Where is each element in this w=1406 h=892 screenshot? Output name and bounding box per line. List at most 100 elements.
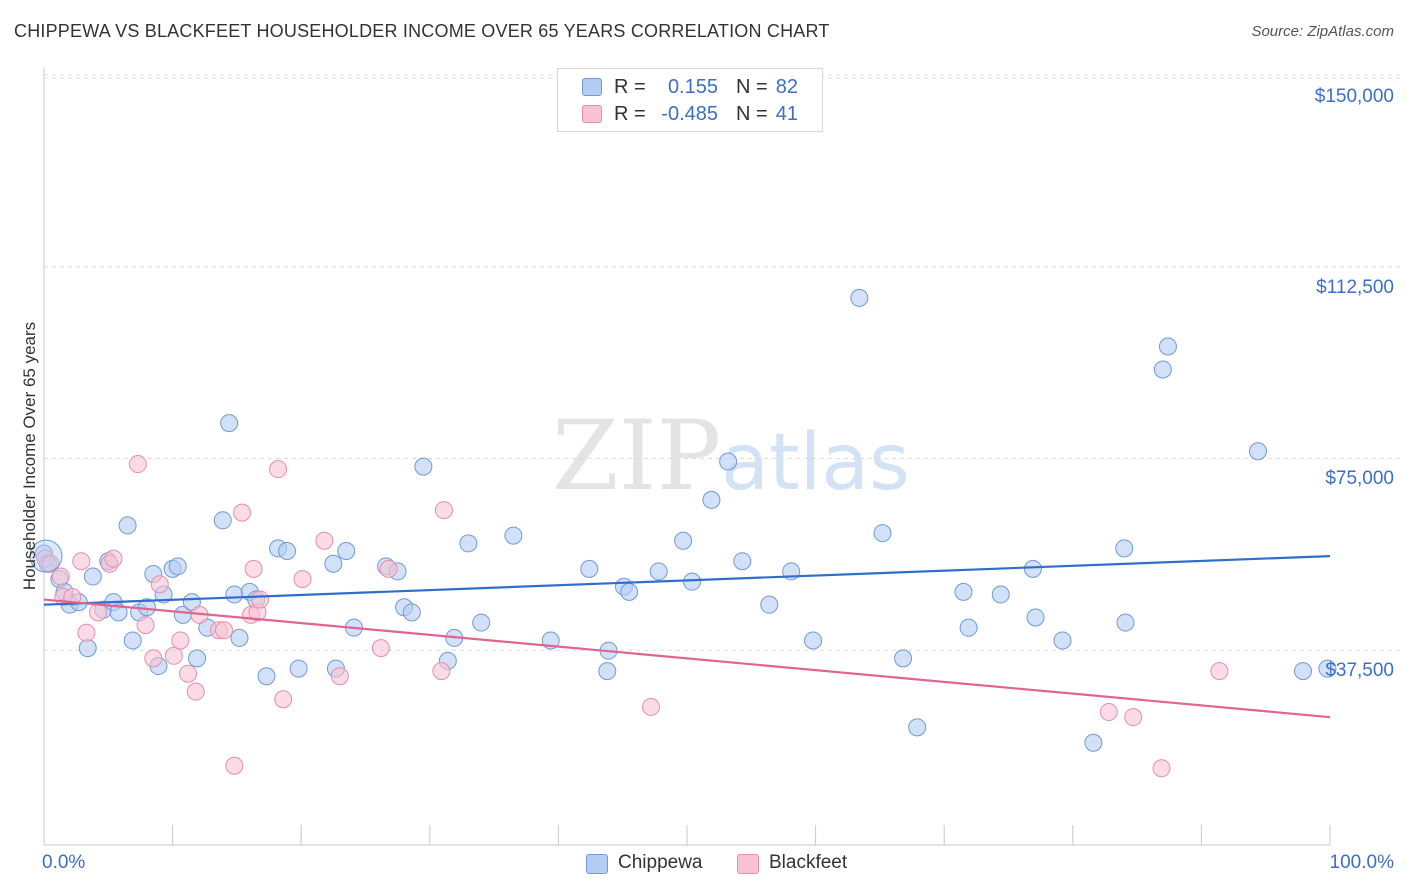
chippewa-point (719, 452, 738, 471)
chart-title: CHIPPEWA VS BLACKFEET HOUSEHOLDER INCOME… (14, 21, 830, 41)
blackfeet-point (179, 664, 198, 683)
watermark-atlas: atlas (721, 418, 910, 508)
n-label: N = (736, 76, 768, 98)
chippewa-point (278, 541, 297, 560)
chippewa-point (1318, 659, 1337, 678)
r-value: -0.485 (661, 103, 718, 125)
blackfeet-point (274, 690, 293, 709)
chippewa-point (683, 572, 702, 591)
blackfeet-point (89, 603, 108, 622)
chippewa-point (702, 490, 721, 509)
chippewa-point (991, 585, 1010, 604)
blackfeet-point (186, 682, 205, 701)
chippewa-point (1084, 733, 1103, 752)
n-value: 82 (775, 76, 798, 98)
y-tick-label: $150,000 (1314, 86, 1394, 107)
chippewa-swatch (586, 854, 608, 874)
chippewa-point (1293, 662, 1312, 681)
chippewa-point (959, 618, 978, 637)
blackfeet-point (144, 649, 163, 668)
blackfeet-point (269, 460, 288, 479)
correlation-legend: R = 0.155 N = 82 R = -0.485 N = 41 (557, 68, 823, 132)
chippewa-point (168, 557, 187, 576)
chippewa-trend-line (43, 554, 1331, 606)
chippewa-point (289, 659, 308, 678)
chippewa-point (804, 631, 823, 650)
chippewa-point (1023, 559, 1042, 578)
r-label: R = (614, 76, 646, 98)
chippewa-point (1116, 613, 1135, 632)
blackfeet-point (251, 590, 270, 609)
blackfeet-point (315, 531, 334, 550)
chippewa-point (225, 585, 244, 604)
chippewa-point (118, 516, 137, 535)
chippewa-swatch (582, 78, 602, 96)
chippewa-point (109, 603, 128, 622)
r-value: 0.155 (667, 76, 718, 98)
legend-row-blackfeet: R = -0.485 N = 41 (558, 100, 822, 128)
chippewa-point (1115, 539, 1134, 558)
x-tick-label-max: 100.0% (1329, 852, 1394, 873)
blackfeet-point (225, 756, 244, 775)
blackfeet-point (379, 559, 398, 578)
blackfeet-point (1099, 703, 1118, 722)
blackfeet-point (136, 616, 155, 635)
n-label: N = (736, 103, 768, 125)
chippewa-point (894, 649, 913, 668)
chippewa-point (733, 552, 752, 571)
blackfeet-point (104, 549, 123, 568)
chippewa-point (873, 524, 892, 543)
chippewa-point (649, 562, 668, 581)
chippewa-point (1158, 337, 1177, 356)
blackfeet-point (51, 567, 70, 586)
chippewa-point (337, 541, 356, 560)
blackfeet-swatch (582, 105, 602, 123)
chippewa-point (257, 667, 276, 686)
blackfeet-point (41, 554, 60, 573)
chippewa-point (1026, 608, 1045, 627)
blackfeet-swatch (737, 854, 759, 874)
blackfeet-point (215, 621, 234, 640)
blackfeet-point (641, 697, 660, 716)
blackfeet-point (171, 631, 190, 650)
chippewa-point (230, 628, 249, 647)
blackfeet-point (128, 455, 147, 474)
chippewa-point (83, 567, 102, 586)
chippewa-point (760, 595, 779, 614)
blackfeet-point (1152, 759, 1171, 778)
blackfeet-point (150, 575, 169, 594)
blackfeet-point (72, 552, 91, 571)
chippewa-point (620, 582, 639, 601)
chippewa-point (1153, 360, 1172, 379)
chippewa-point (580, 559, 599, 578)
blackfeet-point (371, 639, 390, 658)
chippewa-point (213, 511, 232, 530)
source-label: Source: ZipAtlas.com (1251, 23, 1394, 40)
chippewa-point (472, 613, 491, 632)
watermark: ZIPatlas (552, 400, 910, 512)
chippewa-point (674, 531, 693, 550)
legend-label: Blackfeet (769, 852, 848, 873)
chippewa-point (220, 414, 239, 433)
chippewa-point (1053, 631, 1072, 650)
blackfeet-point (434, 501, 453, 520)
chippewa-point (850, 288, 869, 307)
legend-label: Chippewa (618, 852, 703, 873)
blackfeet-point (1210, 662, 1229, 681)
y-tick-label: $112,500 (1316, 277, 1394, 298)
x-tick-label-min: 0.0% (42, 852, 86, 873)
blackfeet-point (1124, 708, 1143, 727)
watermark-zip: ZIP (552, 400, 722, 512)
chippewa-point (188, 649, 207, 668)
chippewa-point (324, 554, 343, 573)
chippewa-point (402, 603, 421, 622)
r-label: R = (614, 103, 646, 125)
chippewa-point (598, 662, 617, 681)
chippewa-point (78, 639, 97, 658)
blackfeet-trend-line (43, 598, 1331, 719)
blackfeet-point (244, 559, 263, 578)
blackfeet-point (432, 662, 451, 681)
chippewa-point (908, 718, 927, 737)
blackfeet-point (293, 570, 312, 589)
